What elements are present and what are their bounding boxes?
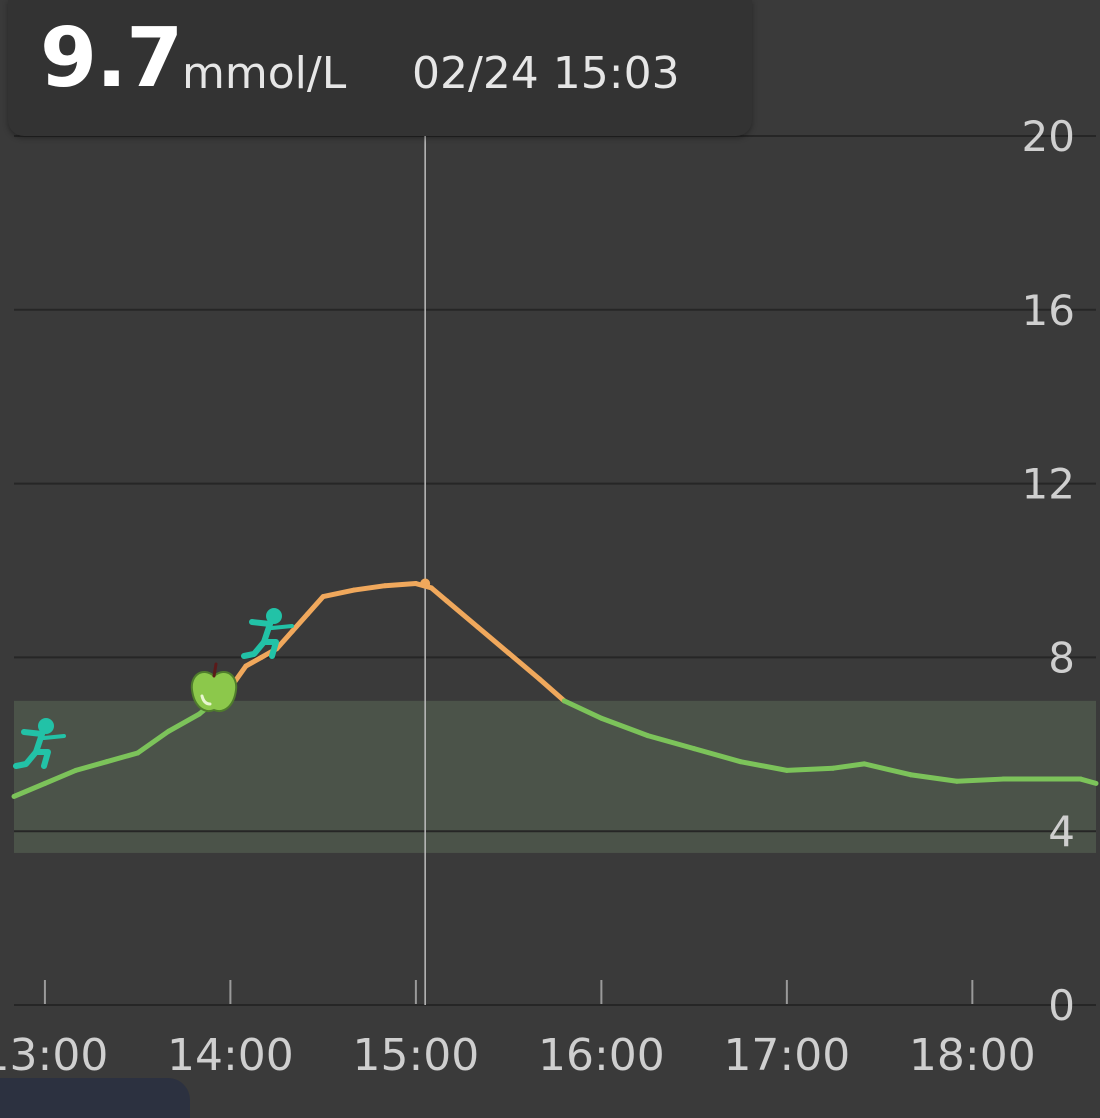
glucose-line-segment (42, 767, 79, 786)
glucose-line-segment (598, 715, 651, 739)
y-tick-label: 12 (1022, 460, 1075, 509)
glucose-line-segment (73, 759, 110, 773)
glucose-line-segment (737, 759, 790, 773)
glucose-line-segment (413, 581, 434, 591)
glucose-line-segment (561, 698, 604, 721)
apple-body (190, 671, 238, 712)
glucose-line-segment (320, 587, 357, 600)
glucose-line-segment (382, 581, 419, 589)
glucose-line-segment (444, 598, 481, 630)
glucose-line-segment (166, 711, 202, 734)
y-tick-label: 4 (1048, 807, 1075, 856)
glucose-line-segment (691, 746, 743, 765)
apple-highlight (200, 694, 212, 706)
x-tick-label: 16:00 (538, 1030, 665, 1081)
x-tick-label: 18:00 (909, 1030, 1036, 1081)
reading-value: 9.7 (40, 11, 183, 106)
y-tick-label: 8 (1048, 633, 1075, 682)
running-person-arm (270, 624, 294, 630)
reading-tooltip: 9.7 mmol/L 02/24 15:03 (8, 0, 752, 136)
x-tick-label: 14:00 (167, 1030, 294, 1081)
glucose-line-segment (506, 650, 543, 682)
reading-unit: mmol/L (182, 48, 347, 99)
bottom-overlay-edge (0, 1078, 190, 1118)
running-person-arm (42, 734, 66, 740)
glucose-line-segment (11, 780, 48, 799)
glucose-line-segment (274, 628, 295, 652)
glucose-line-segment (428, 585, 450, 604)
running-person-icon[interactable] (13, 718, 66, 769)
glucose-line-segment (289, 611, 311, 634)
running-person-head (38, 718, 54, 734)
reading-datetime: 02/24 15:03 (412, 48, 680, 99)
y-tick-label: 0 (1048, 981, 1075, 1030)
running-person-leg (13, 749, 39, 769)
glucose-line-segment (537, 676, 567, 704)
glucose-line-segment (645, 733, 697, 752)
y-tick-label: 20 (1022, 112, 1075, 161)
glucose-line-segment (954, 776, 1006, 784)
x-tick-label: 17:00 (723, 1030, 850, 1081)
glucose-line-segment (104, 750, 141, 765)
x-tick-label: 15:00 (352, 1030, 479, 1081)
glucose-line-segment (135, 728, 172, 756)
glucose-line-segment (784, 765, 836, 773)
running-person-leg (241, 639, 267, 659)
glucose-line-segment (475, 624, 512, 656)
glucose-line-segment (908, 772, 960, 784)
glucose-line-segment (1078, 776, 1099, 786)
running-person-icon[interactable] (241, 608, 294, 659)
x-tick-label: 13:00 (0, 1030, 108, 1081)
glucose-line-segment (305, 594, 326, 617)
y-tick-label: 16 (1022, 286, 1075, 335)
glucose-line-segment (351, 583, 388, 593)
running-person-head (266, 608, 282, 624)
glucose-line-segment (243, 654, 264, 669)
glucose-line-segment (830, 761, 867, 771)
apple-icon[interactable] (190, 662, 238, 712)
glucose-line-segment (861, 761, 914, 778)
apple-stem (212, 662, 218, 678)
